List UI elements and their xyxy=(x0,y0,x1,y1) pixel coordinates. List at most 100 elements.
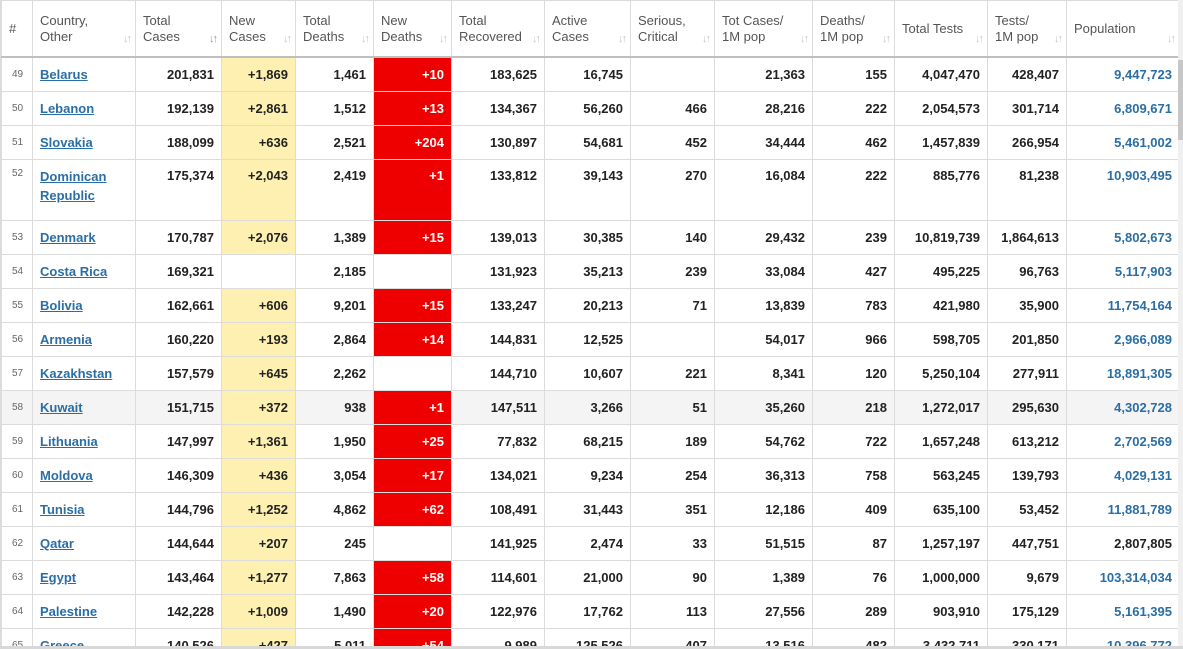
new-deaths-cell: +15 xyxy=(373,288,452,323)
cases-per-1m-cell: 13,839 xyxy=(714,288,813,323)
country-link[interactable]: Armenia xyxy=(40,332,93,347)
new-deaths-cell: +17 xyxy=(373,458,452,493)
country-link[interactable]: Lithuania xyxy=(40,434,98,449)
new-cases-cell: +1,361 xyxy=(221,424,296,459)
country-link[interactable]: Belarus xyxy=(40,67,88,82)
population-cell[interactable]: 2,702,569 xyxy=(1066,424,1180,459)
column-header-active-cases[interactable]: Active Cases ↓↑ xyxy=(544,0,631,58)
sort-arrows-icon[interactable]: ↓↑ xyxy=(123,33,132,45)
column-header-total-tests[interactable]: Total Tests ↓↑ xyxy=(894,0,988,58)
population-cell[interactable]: 5,161,395 xyxy=(1066,594,1180,629)
country-link[interactable]: Greece xyxy=(40,638,85,649)
sort-arrows-icon[interactable]: ↓↑ xyxy=(532,33,541,45)
sort-arrows-icon[interactable]: ↓↑ xyxy=(361,33,370,45)
total-tests-cell: 1,457,839 xyxy=(894,125,988,160)
country-link[interactable]: Tunisia xyxy=(40,502,85,517)
active-cases-cell: 20,213 xyxy=(544,288,631,323)
serious-cell: 270 xyxy=(630,159,715,221)
total-tests-cell: 598,705 xyxy=(894,322,988,357)
sort-arrows-icon[interactable]: ↓↑ xyxy=(975,33,984,45)
population-cell[interactable]: 5,461,002 xyxy=(1066,125,1180,160)
column-header-deaths-per-1m[interactable]: Deaths/ 1M pop ↓↑ xyxy=(812,0,895,58)
column-header-population[interactable]: Population ↓↑ xyxy=(1066,0,1180,58)
country-link[interactable]: Dominican Republic xyxy=(40,169,107,203)
sort-arrows-icon[interactable]: ↓↑ xyxy=(618,33,627,45)
horizontal-scrollbar[interactable] xyxy=(0,646,1183,649)
tests-per-1m-cell: 201,850 xyxy=(987,322,1067,357)
country-link[interactable]: Kuwait xyxy=(40,400,83,415)
column-header-label: New Cases xyxy=(229,12,266,44)
sort-arrows-icon[interactable]: ↓↑ xyxy=(800,33,809,45)
table-body: 49 Belarus 201,831 +1,869 1,461 +10 183,625 16,… xyxy=(1,56,1180,649)
population-cell[interactable]: 5,802,673 xyxy=(1066,220,1180,255)
population-cell[interactable]: 11,881,789 xyxy=(1066,492,1180,527)
cases-per-1m-cell: 51,515 xyxy=(714,526,813,561)
country-link[interactable]: Moldova xyxy=(40,468,93,483)
column-header-country[interactable]: Country, Other ↓↑ xyxy=(32,0,136,58)
sort-arrows-icon[interactable]: ↓↑ xyxy=(702,33,711,45)
deaths-per-1m-cell: 155 xyxy=(812,56,895,92)
serious-cell: 221 xyxy=(630,356,715,391)
table-row: 60 Moldova 146,309 +436 3,054 +17 134,021 9,234… xyxy=(1,458,1180,493)
country-link[interactable]: Egypt xyxy=(40,570,77,585)
sort-arrows-icon[interactable]: ↓↑ xyxy=(1054,33,1063,45)
population-cell[interactable]: 5,117,903 xyxy=(1066,254,1180,289)
vertical-scrollbar[interactable] xyxy=(1178,0,1183,649)
population-cell[interactable]: 2,966,089 xyxy=(1066,322,1180,357)
column-header-serious-critical[interactable]: Serious, Critical ↓↑ xyxy=(630,0,715,58)
cases-per-1m-cell: 27,556 xyxy=(714,594,813,629)
total-cases-cell: 151,715 xyxy=(135,390,222,425)
table-row: 54 Costa Rica 169,321 2,185 131,923 35,213 239… xyxy=(1,254,1180,289)
serious-cell: 33 xyxy=(630,526,715,561)
rank-cell: 63 xyxy=(1,560,33,595)
column-header-total-recovered[interactable]: Total Recovered ↓↑ xyxy=(451,0,545,58)
column-header-cases-per-1m[interactable]: Tot Cases/ 1M pop ↓↑ xyxy=(714,0,813,58)
active-cases-cell: 56,260 xyxy=(544,91,631,126)
cases-per-1m-cell: 29,432 xyxy=(714,220,813,255)
country-link[interactable]: Bolivia xyxy=(40,298,83,313)
new-deaths-cell xyxy=(373,526,452,561)
sort-arrows-icon[interactable]: ↓↑ xyxy=(439,33,448,45)
new-deaths-cell: +14 xyxy=(373,322,452,357)
rank-cell: 57 xyxy=(1,356,33,391)
country-link[interactable]: Lebanon xyxy=(40,101,95,116)
column-header-total-cases[interactable]: Total Cases ↓↑ xyxy=(135,0,222,58)
population-cell[interactable]: 6,809,671 xyxy=(1066,91,1180,126)
country-link[interactable]: Qatar xyxy=(40,536,74,551)
column-header-new-deaths[interactable]: New Deaths ↓↑ xyxy=(373,0,452,58)
rank-cell: 52 xyxy=(1,159,33,221)
population-cell[interactable]: 4,029,131 xyxy=(1066,458,1180,493)
population-cell[interactable]: 10,903,495 xyxy=(1066,159,1180,221)
country-cell: Belarus xyxy=(32,56,136,92)
sort-arrows-icon[interactable]: ↓↑ xyxy=(882,33,891,45)
population-cell[interactable]: 18,891,305 xyxy=(1066,356,1180,391)
column-header-new-cases[interactable]: New Cases ↓↑ xyxy=(221,0,296,58)
sort-arrows-icon[interactable]: ↓↑ xyxy=(209,33,218,45)
deaths-per-1m-cell: 222 xyxy=(812,159,895,221)
table-row: 49 Belarus 201,831 +1,869 1,461 +10 183,625 16,… xyxy=(1,56,1180,92)
total-deaths-cell: 3,054 xyxy=(295,458,374,493)
country-link[interactable]: Kazakhstan xyxy=(40,366,113,381)
country-link[interactable]: Denmark xyxy=(40,230,96,245)
country-link[interactable]: Costa Rica xyxy=(40,264,108,279)
column-header-total-deaths[interactable]: Total Deaths ↓↑ xyxy=(295,0,374,58)
population-cell[interactable]: 9,447,723 xyxy=(1066,56,1180,92)
column-header-label: Serious, Critical xyxy=(638,12,686,44)
total-deaths-cell: 1,490 xyxy=(295,594,374,629)
sort-arrows-icon[interactable]: ↓↑ xyxy=(283,33,292,45)
population-cell[interactable]: 4,302,728 xyxy=(1066,390,1180,425)
country-cell: Bolivia xyxy=(32,288,136,323)
population-cell[interactable]: 103,314,034 xyxy=(1066,560,1180,595)
column-header-label: Total Deaths xyxy=(303,12,345,44)
country-link[interactable]: Slovakia xyxy=(40,135,93,150)
scrollbar-thumb[interactable] xyxy=(1178,60,1183,140)
population-cell[interactable]: 11,754,164 xyxy=(1066,288,1180,323)
serious-cell: 452 xyxy=(630,125,715,160)
cases-per-1m-cell: 28,216 xyxy=(714,91,813,126)
total-recovered-cell: 134,367 xyxy=(451,91,545,126)
column-header-tests-per-1m[interactable]: Tests/ 1M pop ↓↑ xyxy=(987,0,1067,58)
total-tests-cell: 4,047,470 xyxy=(894,56,988,92)
sort-arrows-icon[interactable]: ↓↑ xyxy=(1167,33,1176,45)
new-cases-cell: +1,869 xyxy=(221,56,296,92)
country-link[interactable]: Palestine xyxy=(40,604,98,619)
